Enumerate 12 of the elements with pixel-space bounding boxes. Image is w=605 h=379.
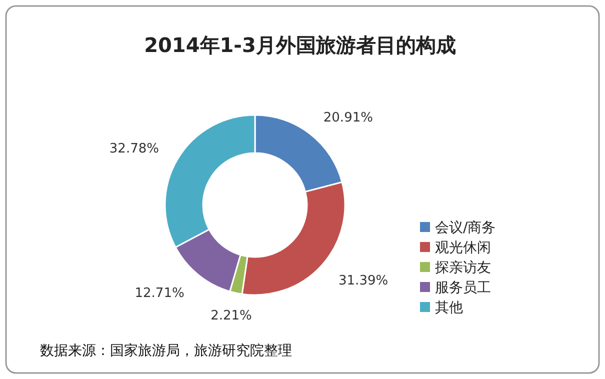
legend-label: 会议/商务 — [435, 220, 496, 236]
legend-label: 探亲访友 — [435, 260, 491, 276]
source-note: 数据来源：国家旅游局，旅游研究院整理 — [40, 343, 292, 359]
legend-label: 其他 — [435, 300, 463, 316]
data-label: 32.78% — [109, 141, 159, 156]
data-label: 31.39% — [338, 274, 388, 289]
chart-title: 2014年1-3月外国旅游者目的构成 — [144, 33, 456, 57]
legend-label: 观光休闲 — [435, 240, 491, 256]
data-label: 20.91% — [323, 110, 373, 126]
legend-label: 服务员工 — [435, 280, 491, 296]
data-label: 12.71% — [134, 286, 184, 301]
data-label: 2.21% — [210, 308, 252, 324]
